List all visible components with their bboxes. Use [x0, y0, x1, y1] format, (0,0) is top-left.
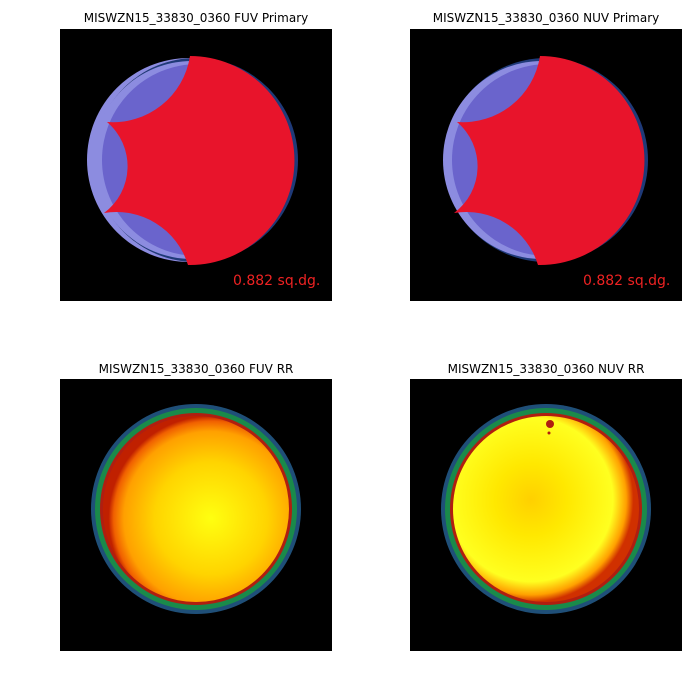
fuv-primary-image: [60, 29, 332, 301]
nuv-rr-plot: [441, 404, 651, 614]
panel-title-nuv-primary: MISWZN15_33830_0360 NUV Primary: [432, 11, 660, 25]
fuv-rr-image: [60, 379, 332, 651]
nuv-primary-plot: [443, 56, 648, 265]
panel-title-nuv-rr: MISWZN15_33830_0360 NUV RR: [447, 362, 645, 376]
panel-title-fuv-rr: MISWZN15_33830_0360 FUV RR: [98, 362, 294, 376]
fuv-area-label: 0.882 sq.dg.: [233, 273, 321, 289]
panel-title-fuv-primary: MISWZN15_33830_0360 FUV Primary: [83, 11, 309, 25]
fuv-rr-plot: [91, 404, 301, 614]
nuv-primary-image: [410, 29, 682, 301]
hot-spot: [546, 420, 554, 428]
fuv-primary-plot: [87, 56, 298, 265]
nuv-rr-image: [410, 379, 682, 651]
nuv-area-label: 0.882 sq.dg.: [583, 273, 671, 289]
